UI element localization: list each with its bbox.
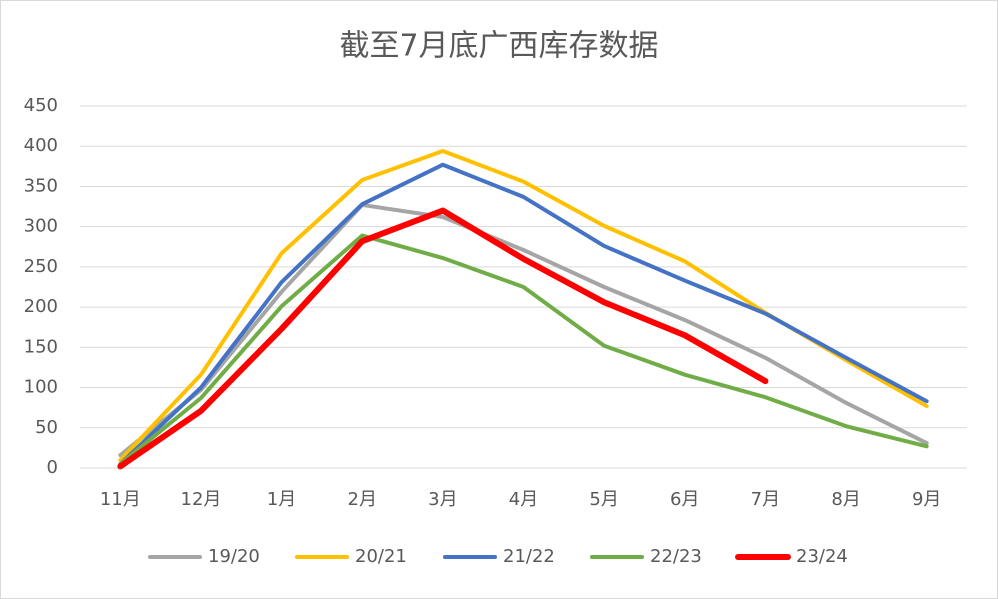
- x-tick-label: 11月: [100, 489, 141, 510]
- legend-label: 20/21: [355, 546, 407, 567]
- y-tick-label: 450: [24, 95, 58, 116]
- x-tick-label: 2月: [348, 489, 377, 510]
- x-tick-label: 8月: [831, 489, 860, 510]
- legend-label: 23/24: [796, 546, 848, 567]
- legend-label: 21/22: [503, 546, 555, 567]
- chart-title: 截至7月底广西库存数据: [339, 29, 658, 64]
- y-tick-label: 50: [35, 417, 58, 438]
- y-tick-label: 400: [24, 135, 58, 156]
- y-tick-label: 150: [24, 336, 58, 357]
- y-tick-label: 0: [47, 457, 58, 478]
- legend-label: 22/23: [650, 546, 702, 567]
- y-tick-label: 300: [24, 216, 58, 237]
- y-tick-label: 100: [24, 377, 58, 398]
- data-line: [118, 202, 929, 458]
- x-tick-label: 12月: [181, 489, 222, 510]
- x-tick-label: 1月: [267, 489, 296, 510]
- x-tick-label: 9月: [912, 489, 941, 510]
- y-tick-label: 200: [24, 296, 58, 317]
- x-tick-label: 3月: [428, 489, 457, 510]
- y-tick-label: 250: [24, 256, 58, 277]
- x-tick-label: 4月: [509, 489, 538, 510]
- legend-label: 19/20: [208, 546, 260, 567]
- y-tick-label: 350: [24, 175, 58, 196]
- data-line: [118, 162, 929, 466]
- x-tick-label: 7月: [751, 489, 780, 510]
- data-line: [117, 207, 769, 470]
- x-tick-label: 5月: [589, 489, 618, 510]
- data-line: [118, 233, 929, 466]
- x-tick-label: 6月: [670, 489, 699, 510]
